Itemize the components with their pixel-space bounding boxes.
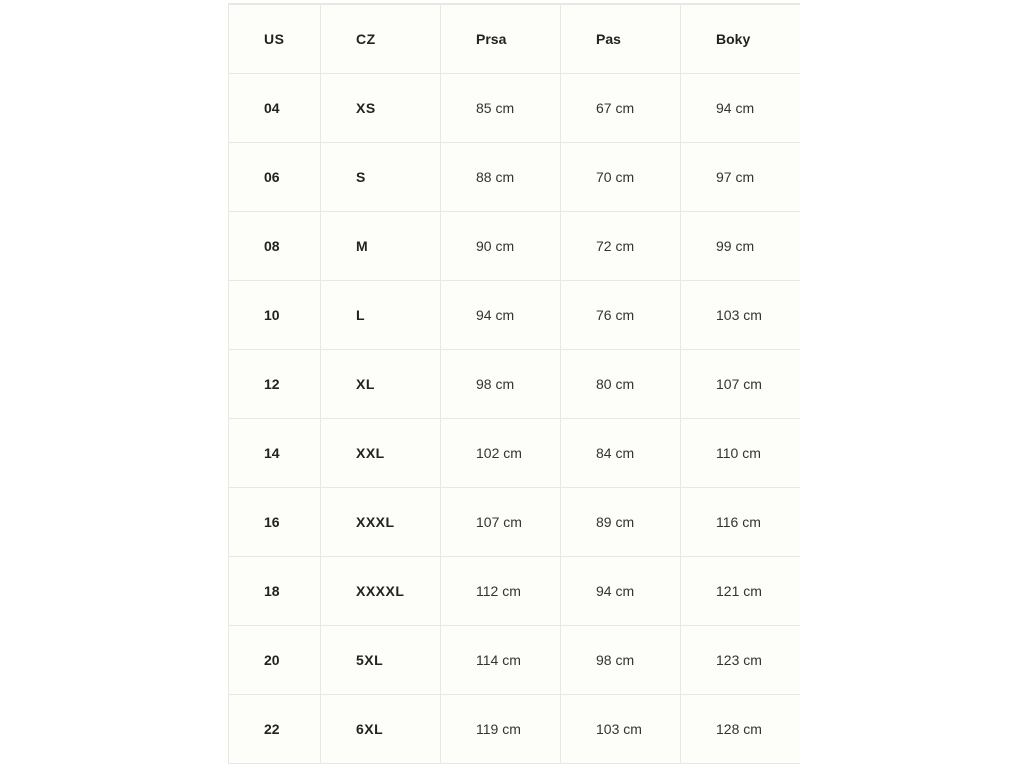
- cell-cz: XS: [320, 72, 441, 143]
- cell-boky: 121 cm: [680, 555, 800, 626]
- cell-boky: 128 cm: [680, 693, 800, 764]
- cell-us: 12: [228, 348, 321, 419]
- cell-pas: 76 cm: [560, 279, 681, 350]
- cell-cz: XL: [320, 348, 441, 419]
- table-row: 14 XXL 102 cm 84 cm 110 cm: [228, 417, 800, 488]
- cell-us: 10: [228, 279, 321, 350]
- cell-pas: 103 cm: [560, 693, 681, 764]
- cell-prsa: 119 cm: [440, 693, 561, 764]
- table-row: 22 6XL 119 cm 103 cm 128 cm: [228, 693, 800, 764]
- cell-cz: XXXL: [320, 486, 441, 557]
- cell-prsa: 94 cm: [440, 279, 561, 350]
- cell-us: 22: [228, 693, 321, 764]
- table-row: 16 XXXL 107 cm 89 cm 116 cm: [228, 486, 800, 557]
- cell-prsa: 98 cm: [440, 348, 561, 419]
- header-boky: Boky: [680, 3, 800, 74]
- cell-us: 04: [228, 72, 321, 143]
- cell-us: 08: [228, 210, 321, 281]
- cell-boky: 94 cm: [680, 72, 800, 143]
- cell-pas: 70 cm: [560, 141, 681, 212]
- cell-cz: L: [320, 279, 441, 350]
- cell-cz: M: [320, 210, 441, 281]
- cell-cz: 6XL: [320, 693, 441, 764]
- table-row: 08 M 90 cm 72 cm 99 cm: [228, 210, 800, 281]
- cell-boky: 103 cm: [680, 279, 800, 350]
- cell-prsa: 112 cm: [440, 555, 561, 626]
- cell-pas: 94 cm: [560, 555, 681, 626]
- size-chart: US CZ Prsa Pas Boky 04 XS 85 cm 67 cm 94 cm 0…: [228, 3, 800, 764]
- cell-prsa: 88 cm: [440, 141, 561, 212]
- table-row: 12 XL 98 cm 80 cm 107 cm: [228, 348, 800, 419]
- cell-us: 06: [228, 141, 321, 212]
- cell-boky: 97 cm: [680, 141, 800, 212]
- cell-pas: 67 cm: [560, 72, 681, 143]
- cell-cz: 5XL: [320, 624, 441, 695]
- cell-pas: 84 cm: [560, 417, 681, 488]
- cell-boky: 107 cm: [680, 348, 800, 419]
- cell-pas: 80 cm: [560, 348, 681, 419]
- cell-us: 18: [228, 555, 321, 626]
- cell-cz: XXL: [320, 417, 441, 488]
- cell-prsa: 102 cm: [440, 417, 561, 488]
- cell-boky: 110 cm: [680, 417, 800, 488]
- cell-pas: 89 cm: [560, 486, 681, 557]
- cell-us: 20: [228, 624, 321, 695]
- cell-prsa: 107 cm: [440, 486, 561, 557]
- cell-prsa: 90 cm: [440, 210, 561, 281]
- cell-boky: 123 cm: [680, 624, 800, 695]
- header-us: US: [228, 3, 321, 74]
- table-row: 04 XS 85 cm 67 cm 94 cm: [228, 72, 800, 143]
- cell-us: 16: [228, 486, 321, 557]
- cell-cz: XXXXL: [320, 555, 441, 626]
- header-cz: CZ: [320, 3, 441, 74]
- table-row: 18 XXXXL 112 cm 94 cm 121 cm: [228, 555, 800, 626]
- cell-boky: 116 cm: [680, 486, 800, 557]
- cell-cz: S: [320, 141, 441, 212]
- cell-pas: 72 cm: [560, 210, 681, 281]
- cell-pas: 98 cm: [560, 624, 681, 695]
- cell-prsa: 114 cm: [440, 624, 561, 695]
- cell-boky: 99 cm: [680, 210, 800, 281]
- header-prsa: Prsa: [440, 3, 561, 74]
- cell-prsa: 85 cm: [440, 72, 561, 143]
- size-table: US CZ Prsa Pas Boky 04 XS 85 cm 67 cm 94 cm 0…: [228, 3, 800, 764]
- header-row: US CZ Prsa Pas Boky: [228, 3, 800, 74]
- cell-us: 14: [228, 417, 321, 488]
- table-row: 06 S 88 cm 70 cm 97 cm: [228, 141, 800, 212]
- header-pas: Pas: [560, 3, 681, 74]
- table-row: 10 L 94 cm 76 cm 103 cm: [228, 279, 800, 350]
- table-row: 20 5XL 114 cm 98 cm 123 cm: [228, 624, 800, 695]
